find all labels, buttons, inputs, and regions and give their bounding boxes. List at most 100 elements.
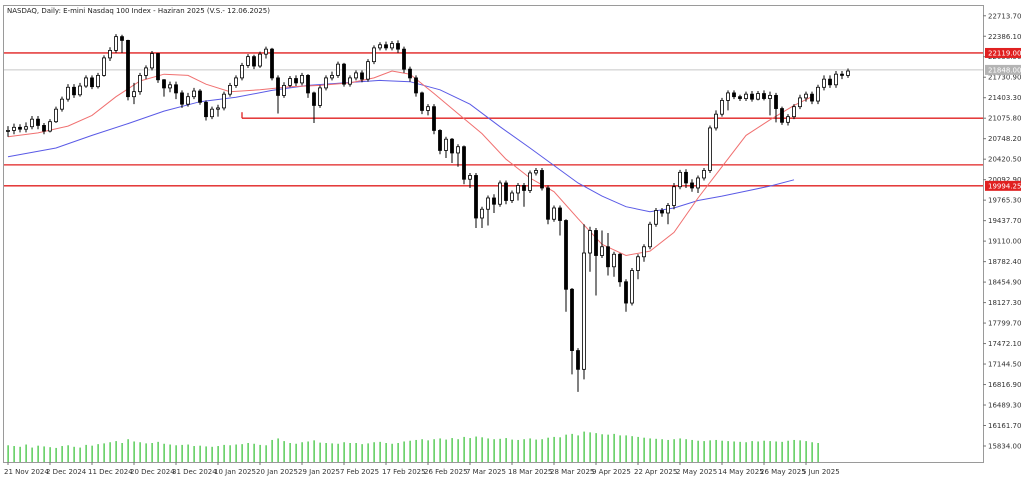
candle-body-down — [570, 288, 574, 351]
y-tick-label: 19110.00 — [988, 238, 1021, 246]
volume-bar — [121, 443, 123, 462]
x-tick-label: 5 Jun 2025 — [802, 468, 840, 476]
y-tick-label: 21403.30 — [988, 94, 1021, 102]
candle-body-up — [672, 186, 676, 206]
x-tick-label: 26 Feb 2025 — [424, 468, 468, 476]
volume-bar — [55, 447, 57, 462]
candle-body-up — [192, 90, 196, 98]
volume-bar — [139, 442, 141, 462]
candle-body-down — [402, 48, 406, 70]
candle-body-down — [618, 253, 622, 283]
candle-body-up — [582, 252, 586, 370]
x-tick-label: 31 Dec 2024 — [172, 468, 217, 476]
volume-bar — [757, 441, 759, 462]
volume-bar — [151, 443, 153, 462]
volume-bar — [439, 438, 441, 462]
y-tick-label: 17144.50 — [988, 361, 1021, 369]
candle-body-up — [378, 44, 382, 49]
candle-body-up — [588, 230, 592, 254]
candle-body-up — [186, 96, 190, 105]
volume-bar — [451, 438, 453, 462]
volume-bar — [595, 433, 597, 462]
volume-bar — [385, 443, 387, 462]
candle-body-up — [84, 77, 88, 87]
candle-body-down — [450, 138, 454, 154]
volume-bar — [565, 434, 567, 462]
y-tick-label: 16489.30 — [988, 402, 1021, 410]
candle-body-up — [60, 98, 64, 110]
candle-body-up — [798, 97, 802, 108]
candle-body-down — [738, 96, 742, 99]
volume-bar — [127, 439, 129, 462]
volume-bar — [115, 441, 117, 462]
candle-body-up — [354, 72, 358, 79]
volume-bar — [181, 444, 183, 462]
volume-bar — [703, 441, 705, 462]
volume-bar — [427, 440, 429, 462]
level-price-tag-bg — [985, 47, 1021, 58]
candle-body-up — [534, 170, 538, 174]
volume-bar — [535, 439, 537, 462]
candle-body-up — [300, 75, 304, 84]
y-tick-label: 22713.70 — [988, 12, 1021, 20]
candle-body-up — [324, 77, 328, 89]
candle-body-up — [210, 108, 214, 118]
volume-bar — [709, 440, 711, 462]
candle-body-up — [756, 93, 760, 100]
volume-bar — [97, 444, 99, 462]
x-tick-label: 17 Feb 2025 — [382, 468, 426, 476]
x-tick-label: 9 Apr 2025 — [592, 468, 631, 476]
volume-bar — [505, 438, 507, 462]
volume-bar — [457, 439, 459, 462]
volume-bar — [517, 439, 519, 462]
volume-bar — [367, 443, 369, 462]
volume-bar — [637, 436, 639, 462]
y-tick-label: 20420.50 — [988, 156, 1021, 164]
volume-bar — [541, 439, 543, 462]
volume-bar — [91, 445, 93, 462]
candle-body-down — [162, 79, 166, 89]
volume-bar — [751, 441, 753, 462]
candle-body-up — [108, 49, 112, 59]
last-price-tag: 21848.00 — [988, 66, 1021, 74]
candle-body-up — [444, 138, 448, 151]
volume-bar — [229, 445, 231, 462]
volume-bar — [763, 440, 765, 462]
volume-bar — [319, 442, 321, 462]
volume-bar — [331, 443, 333, 462]
x-tick-label: 22 Apr 2025 — [634, 468, 677, 476]
volume-bar — [25, 444, 27, 462]
candle-body-up — [768, 95, 772, 99]
volume-bar — [211, 446, 213, 462]
volume-bar — [445, 439, 447, 462]
candle-body-up — [666, 205, 670, 214]
candle-body-up — [24, 126, 28, 130]
candle-body-up — [390, 43, 394, 49]
y-tick-label: 18454.90 — [988, 279, 1021, 287]
candle-body-down — [36, 118, 40, 126]
candle-body-up — [510, 192, 514, 201]
volume-bar — [103, 443, 105, 462]
volume-bar — [625, 435, 627, 462]
candle-body-down — [462, 146, 466, 180]
candle-body-up — [78, 85, 82, 96]
candle-body-up — [138, 75, 142, 93]
volume-bar — [433, 439, 435, 462]
candle-body-down — [762, 93, 766, 99]
volume-bar — [313, 440, 315, 462]
moving-average-fast — [7, 70, 813, 257]
volume-bar — [7, 445, 9, 462]
candle-body-down — [342, 63, 346, 85]
volume-bar — [67, 445, 69, 462]
candle-body-up — [114, 36, 118, 51]
volume-bar — [409, 440, 411, 462]
candle-body-up — [366, 61, 370, 80]
candle-body-down — [384, 44, 388, 49]
candle-body-up — [102, 57, 106, 76]
volume-bar — [547, 437, 549, 462]
candle-body-down — [408, 68, 412, 79]
level-price-tag: 19994.25 — [988, 182, 1021, 190]
x-tick-label: 20 Dec 2024 — [130, 468, 175, 476]
volume-bar — [187, 444, 189, 462]
